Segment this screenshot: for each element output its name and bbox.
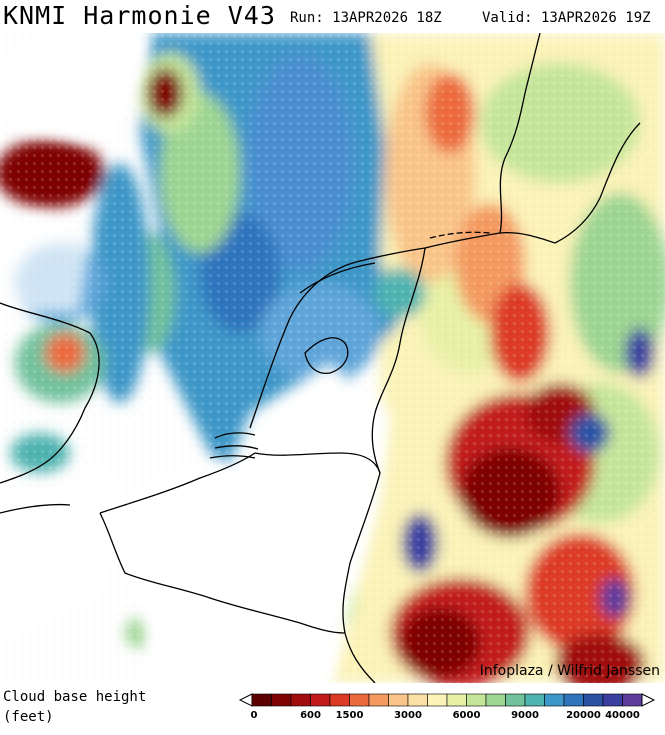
scale-tick-label: 20000 <box>566 710 601 721</box>
valid-time: Valid: 13APR2026 19Z <box>482 10 651 26</box>
scale-tick-label: 40000 <box>605 710 640 721</box>
scale-tick-label: 6000 <box>453 710 481 721</box>
scale-swatch <box>446 693 467 707</box>
scale-swatch <box>329 693 350 707</box>
scale-swatch <box>251 693 272 707</box>
scale-swatch <box>505 693 526 707</box>
weather-map[interactable]: Infoplaza / Wilfrid Janssen <box>0 33 665 683</box>
color-scale: 0 600 1500 3000 6000 9000 20000 40000 <box>238 693 656 721</box>
scale-swatch <box>602 693 623 707</box>
coastlines <box>0 33 641 683</box>
legend-title-line1: Cloud base height <box>3 689 147 705</box>
scale-swatch <box>427 693 448 707</box>
scale-swatch <box>622 693 643 707</box>
scale-swatch <box>583 693 604 707</box>
scale-swatch <box>466 693 487 707</box>
scale-swatch <box>290 693 311 707</box>
scale-tick-label: 9000 <box>511 710 539 721</box>
model-title: KNMI Harmonie V43 <box>3 1 276 30</box>
scale-right-arrow <box>641 693 656 707</box>
scale-swatch <box>310 693 331 707</box>
scale-tick-label: 600 <box>300 710 321 721</box>
header: KNMI Harmonie V43 Run: 13APR2026 18Z Val… <box>0 0 665 33</box>
scale-swatch <box>368 693 389 707</box>
legend-title: Cloud base height (feet) <box>3 687 146 727</box>
scale-swatch <box>271 693 292 707</box>
scale-swatch <box>524 693 545 707</box>
scale-swatch <box>388 693 409 707</box>
scale-swatch <box>407 693 428 707</box>
scale-swatch <box>544 693 565 707</box>
legend-bar: Cloud base height (feet) 0 600 1500 3000 600… <box>0 683 665 735</box>
scale-tick-label: 3000 <box>394 710 422 721</box>
run-time: Run: 13APR2026 18Z <box>290 10 442 26</box>
clear-area <box>0 33 390 683</box>
scale-swatch <box>563 693 584 707</box>
map-credit: Infoplaza / Wilfrid Janssen <box>480 663 660 679</box>
legend-title-line2: (feet) <box>3 709 54 725</box>
scale-left-arrow <box>238 693 253 707</box>
scale-tick-label: 0 <box>251 710 258 721</box>
scale-swatch <box>349 693 370 707</box>
scale-tick-label: 1500 <box>336 710 364 721</box>
scale-swatch <box>485 693 506 707</box>
cloud-base-map: Infoplaza / Wilfrid Janssen <box>0 33 665 683</box>
